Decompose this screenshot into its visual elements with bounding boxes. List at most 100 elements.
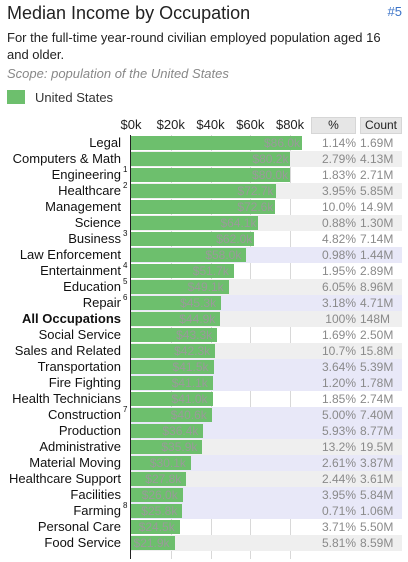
table-row[interactable]: Education 5 $49.1k 6.05% 8.96M (0, 277, 408, 295)
row-background (130, 503, 402, 519)
bar[interactable] (131, 200, 276, 214)
row-background (130, 535, 402, 551)
pct-column-header[interactable]: % (311, 117, 356, 134)
table-row[interactable]: Entertainment 4 $51.7k 1.95% 2.89M (0, 261, 408, 279)
x-tick-label: $0k (120, 117, 142, 132)
count-value: 1.78M (360, 376, 394, 390)
pct-value: 100% (325, 312, 356, 326)
bar-value-label: $21.9k (133, 536, 170, 550)
bar-value-label: $24.5k (138, 520, 175, 534)
table-row[interactable]: All Occupations $44.9k 100% 148M (0, 311, 408, 327)
pct-value: 2.61% (321, 456, 356, 470)
table-row[interactable]: Administrative $35.9k 13.2% 19.5M (0, 439, 408, 455)
table-row[interactable]: Social Service $43.3k 1.69% 2.50M (0, 327, 408, 343)
bar-value-label: $40.6k (170, 408, 207, 422)
table-row[interactable]: Business 3 $62.0k 4.82% 7.14M (0, 229, 408, 247)
bar[interactable] (131, 504, 183, 518)
row-label: Legal (89, 135, 121, 150)
table-row[interactable]: Transportation $41.5k 3.64% 5.39M (0, 359, 408, 375)
table-row[interactable]: Production $36.4k 5.93% 8.77M (0, 423, 408, 439)
bar[interactable] (131, 440, 203, 454)
bar[interactable] (131, 536, 175, 550)
count-value: 148M (360, 312, 391, 326)
table-row[interactable]: Food Service $21.9k 5.81% 8.59M (0, 535, 408, 551)
table-row[interactable]: Construction 7 $40.6k 5.00% 7.40M (0, 405, 408, 423)
footnote-marker[interactable]: 3 (123, 229, 128, 238)
bar[interactable] (131, 248, 247, 262)
table-row[interactable]: Management $72.6k 10.0% 14.9M (0, 199, 408, 215)
footnote-marker[interactable]: 8 (123, 501, 128, 510)
count-value: 1.69M (360, 136, 394, 150)
table-row[interactable]: Law Enforcement $58.0k 0.98% 1.44M (0, 247, 408, 263)
bar[interactable] (131, 408, 212, 422)
table-row[interactable]: Repair 6 $45.3k 3.18% 4.71M (0, 293, 408, 311)
table-row[interactable]: Health Technicians $41.0k 1.85% 2.74M (0, 391, 408, 407)
pct-value: 2.79% (321, 152, 356, 166)
bar[interactable] (131, 520, 180, 534)
count-value: 19.5M (360, 440, 394, 454)
rank-link[interactable]: #5 (387, 4, 402, 19)
table-row[interactable]: Personal Care $24.5k 3.71% 5.50M (0, 519, 408, 535)
footnote-marker[interactable]: 4 (123, 261, 128, 270)
row-label: Science (74, 215, 121, 230)
row-label: Education (63, 279, 121, 294)
bar[interactable] (131, 136, 302, 150)
table-row[interactable]: Engineering 1 $80.0k 1.83% 2.71M (0, 165, 408, 183)
bar[interactable] (131, 296, 222, 310)
bar[interactable] (131, 344, 216, 358)
bar[interactable] (131, 424, 204, 438)
count-value: 2.74M (360, 392, 394, 406)
bar[interactable] (131, 216, 259, 230)
bar[interactable] (131, 184, 276, 198)
bar[interactable] (131, 472, 187, 486)
table-row[interactable]: Legal $86.0k 1.14% 1.69M (0, 135, 408, 151)
row-label: Food Service (44, 535, 121, 550)
table-row[interactable]: Fire Fighting $41.1k 1.20% 1.78M (0, 375, 408, 391)
row-background (130, 487, 402, 503)
bar[interactable] (131, 168, 291, 182)
bar[interactable] (131, 392, 213, 406)
row-label: Management (45, 199, 121, 214)
footnote-marker[interactable]: 2 (123, 181, 128, 190)
bar[interactable] (131, 456, 191, 470)
row-label: Computers & Math (12, 151, 121, 166)
bar-value-label: $43.3k (176, 328, 213, 342)
bar-value-label: $80.2k (252, 152, 289, 166)
table-row[interactable]: Material Moving $30.1k 2.61% 3.87M (0, 455, 408, 471)
bar[interactable] (131, 360, 214, 374)
pct-value: 1.14% (321, 136, 356, 150)
count-value: 2.50M (360, 328, 394, 342)
count-column-header[interactable]: Count (360, 117, 402, 134)
bar[interactable] (131, 264, 234, 278)
table-row[interactable]: Sales and Related $42.3k 10.7% 15.8M (0, 343, 408, 359)
pct-value: 5.00% (321, 408, 356, 422)
table-row[interactable]: Science $64.1k 0.88% 1.30M (0, 215, 408, 231)
footnote-marker[interactable]: 1 (123, 165, 128, 174)
bar-value-label: $26.0k (141, 488, 178, 502)
count-value: 8.96M (360, 280, 394, 294)
table-row[interactable]: Farming 8 $25.8k 0.71% 1.06M (0, 501, 408, 519)
count-value: 5.85M (360, 184, 394, 198)
count-value: 5.39M (360, 360, 394, 374)
count-value: 2.71M (360, 168, 394, 182)
bar[interactable] (131, 280, 229, 294)
bar[interactable] (131, 152, 291, 166)
bar[interactable] (131, 376, 213, 390)
row-label: Transportation (37, 359, 121, 374)
row-label: Business (68, 231, 121, 246)
bar-value-label: $51.7k (192, 264, 229, 278)
table-row[interactable]: Facilities $26.0k 3.95% 5.84M (0, 487, 408, 503)
bar[interactable] (131, 232, 255, 246)
bar[interactable] (131, 312, 221, 326)
footnote-marker[interactable]: 5 (123, 277, 128, 286)
footnote-marker[interactable]: 6 (123, 293, 128, 302)
bar[interactable] (131, 488, 183, 502)
y-axis-line (130, 135, 131, 559)
table-row[interactable]: Healthcare Support $27.8k 2.44% 3.61M (0, 471, 408, 487)
table-row[interactable]: Computers & Math $80.2k 2.79% 4.13M (0, 151, 408, 167)
bar[interactable] (131, 328, 218, 342)
row-label: Construction (48, 407, 121, 422)
table-row[interactable]: Healthcare 2 $72.7k 3.95% 5.85M (0, 181, 408, 199)
footnote-marker[interactable]: 7 (123, 405, 128, 414)
count-value: 5.84M (360, 488, 394, 502)
